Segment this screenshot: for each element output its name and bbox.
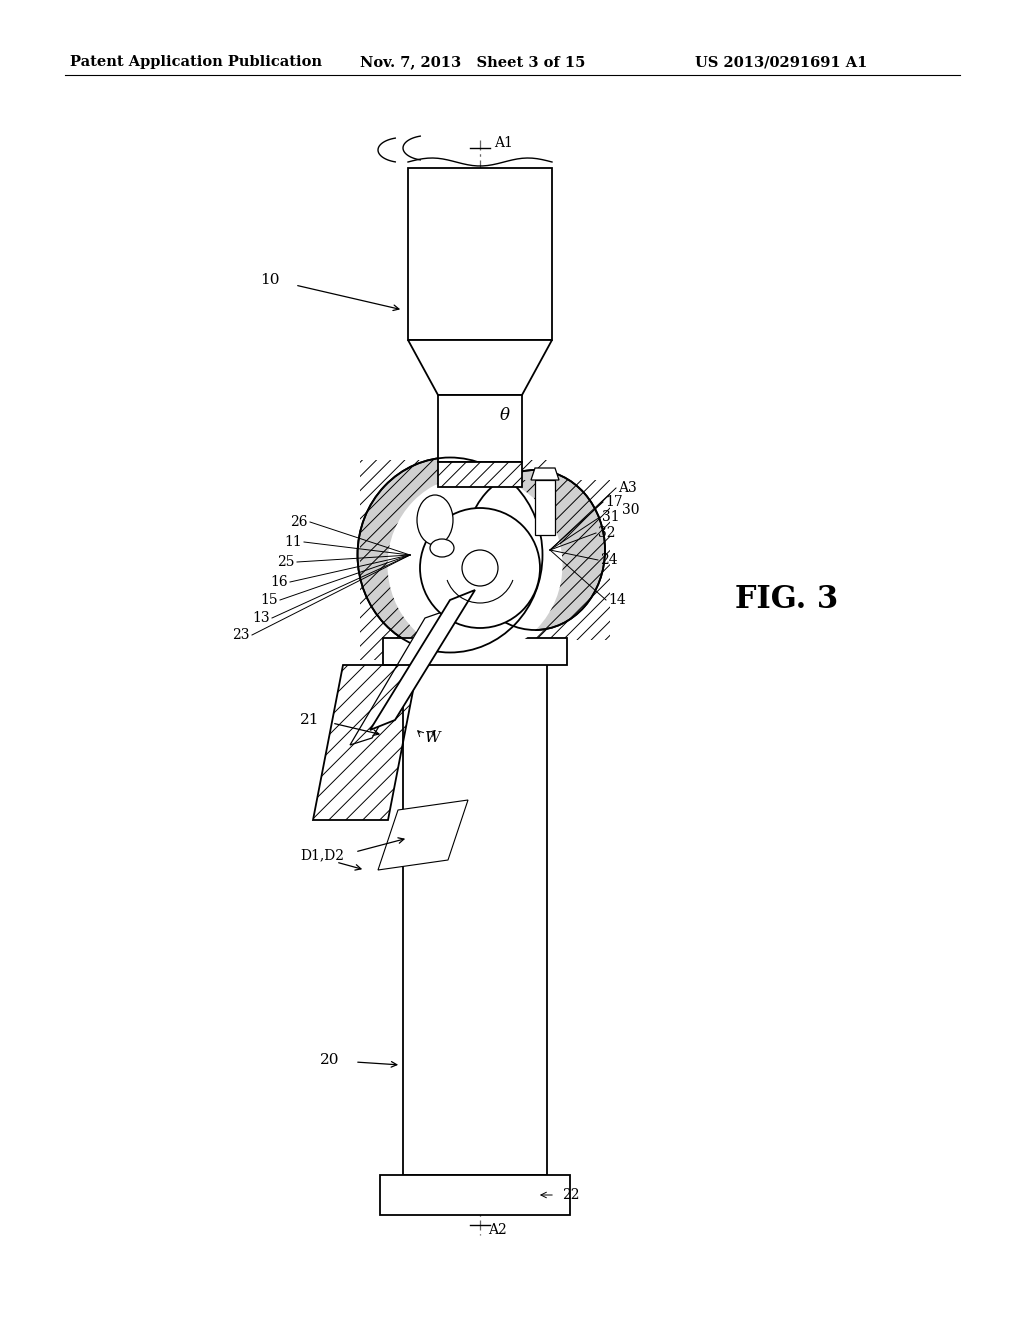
Text: 15: 15: [260, 593, 278, 607]
Text: 25: 25: [278, 554, 295, 569]
Text: 26: 26: [291, 515, 308, 529]
Ellipse shape: [465, 470, 605, 630]
Text: 10: 10: [260, 273, 280, 286]
Ellipse shape: [387, 475, 562, 655]
Circle shape: [420, 508, 540, 628]
Polygon shape: [378, 800, 468, 870]
Polygon shape: [535, 480, 555, 535]
Text: 24: 24: [600, 553, 617, 568]
Text: W: W: [425, 731, 440, 744]
Polygon shape: [408, 168, 552, 341]
Text: Patent Application Publication: Patent Application Publication: [70, 55, 322, 69]
Text: D1,D2: D1,D2: [300, 847, 344, 862]
Text: 14: 14: [608, 593, 626, 607]
Text: 16: 16: [270, 576, 288, 589]
Text: 17: 17: [605, 495, 623, 510]
Text: 30: 30: [622, 503, 640, 517]
Text: Nov. 7, 2013   Sheet 3 of 15: Nov. 7, 2013 Sheet 3 of 15: [360, 55, 586, 69]
Polygon shape: [350, 610, 449, 744]
Text: 22: 22: [562, 1188, 580, 1203]
Polygon shape: [370, 590, 475, 730]
Text: FIG. 3: FIG. 3: [735, 585, 839, 615]
Polygon shape: [408, 341, 552, 395]
Polygon shape: [438, 395, 522, 462]
Circle shape: [462, 550, 498, 586]
Text: 31: 31: [602, 510, 620, 524]
Text: A3: A3: [618, 480, 637, 495]
Polygon shape: [380, 1175, 570, 1214]
Polygon shape: [531, 469, 559, 480]
Ellipse shape: [357, 458, 543, 652]
Polygon shape: [403, 660, 547, 1175]
Text: US 2013/0291691 A1: US 2013/0291691 A1: [695, 55, 867, 69]
Ellipse shape: [417, 495, 453, 545]
Text: 32: 32: [598, 525, 615, 540]
Text: 23: 23: [232, 628, 250, 642]
Text: A2: A2: [488, 1224, 507, 1237]
Text: 21: 21: [300, 713, 319, 727]
Text: A1: A1: [494, 136, 513, 150]
Polygon shape: [383, 638, 567, 665]
Text: θ: θ: [500, 407, 510, 424]
Text: 13: 13: [252, 611, 270, 624]
Text: 20: 20: [319, 1053, 340, 1067]
Polygon shape: [438, 462, 522, 487]
Text: 11: 11: [285, 535, 302, 549]
Ellipse shape: [430, 539, 454, 557]
